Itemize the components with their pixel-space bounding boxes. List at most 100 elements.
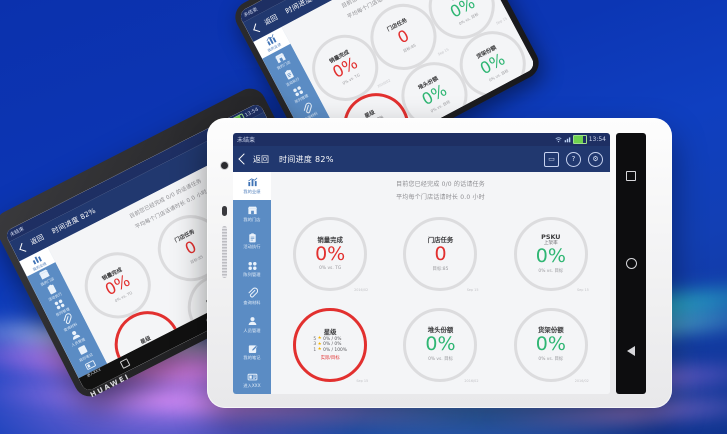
chart-icon — [29, 252, 44, 267]
sidebar-item-label: 我的门店 — [243, 216, 261, 222]
gauge-card[interactable]: 货架份额 0% 0% vs. 目标 2016/02 — [496, 300, 606, 391]
sidebar-item-my-notes[interactable]: 我的笔记 — [233, 339, 271, 367]
status-bar-right: 13:54 — [555, 135, 606, 144]
star-level: 3 — [313, 342, 317, 348]
sidebar-item-display-management[interactable]: 陈列管理 — [42, 292, 78, 322]
chart-icon — [247, 177, 258, 188]
phone-screen-left: 未结束 13:54 返回 时间进度 82% ▭ ? ⚙ — [4, 102, 341, 393]
recents-key[interactable] — [119, 358, 131, 369]
app-body: 我的业绩 我的门店 活动执行 — [233, 172, 610, 394]
sidebar-item-my-performance[interactable]: 我的业绩 — [19, 247, 56, 277]
sidebar-item-activity-execution[interactable]: 活动执行 — [35, 277, 71, 307]
gauge-value: 0% — [535, 333, 566, 356]
back-button-label[interactable]: 返回 — [253, 154, 269, 164]
sidebar-item-my-stores[interactable]: 我的门店 — [27, 262, 63, 292]
sidebar-item-label: 活动执行 — [243, 244, 261, 250]
soft-key-bar — [616, 133, 646, 394]
sidebar-item-my-stores[interactable]: 我的门店 — [233, 200, 271, 228]
settings-icon[interactable]: ⚙ — [588, 151, 603, 167]
sidebar-item-enter-xxx[interactable]: 进入XXX — [233, 366, 271, 394]
gauge-title: 货架份额 — [538, 326, 564, 335]
sidebar-item-label: 我的笔记 — [243, 355, 261, 361]
star-level: 5 — [313, 336, 317, 342]
star-icon: ★ — [317, 336, 322, 342]
gauge-ring: PSKU 上架率 0% 0% vs. 目标 Sep 15 — [513, 217, 589, 292]
gauge-date: 2016/02 — [574, 378, 589, 383]
sidebar-item-label: 我的业绩 — [243, 188, 261, 194]
sidebar-item-my-stores[interactable]: 我的门店 — [262, 44, 299, 76]
phone-device-left: HUAWEI 未结束 13:54 返回 时间进度 82% — [0, 83, 351, 402]
sidebar-item-enter-xxx[interactable]: 进入XXX — [73, 353, 109, 383]
sidebar-item-my-performance[interactable]: 我的业绩 — [253, 26, 291, 60]
sidebar-item-activity-execution[interactable]: 活动执行 — [271, 61, 308, 93]
recents-key[interactable] — [626, 171, 636, 182]
home-key[interactable] — [625, 257, 637, 269]
gauge-card[interactable]: 门店任务 0 目标:85 Sep 15 — [385, 209, 495, 300]
message-icon[interactable]: ▭ — [544, 151, 559, 167]
store-icon — [247, 205, 258, 216]
sidebar-item-display-management[interactable]: 陈列管理 — [281, 78, 318, 110]
summary-block: 目前您已经完成 0/0 的话请任务 平均每个门店话请时长 0.0 小时 — [271, 172, 610, 209]
sidebar-item-display-management[interactable]: 陈列管理 — [233, 255, 271, 283]
sidebar-item-people-management[interactable]: 人员管理 — [233, 311, 271, 339]
clipboard-icon — [247, 232, 258, 243]
sidebar: 我的业绩 我的门店 活动执行 — [233, 172, 271, 394]
star-result: 0% / 100% — [323, 347, 347, 353]
app-body: 我的业绩 我的门店 活动执行 — [19, 131, 334, 379]
gauge-footer: 0% vs. TG — [319, 266, 342, 272]
gauge-grid: 销量完成 0% 0% vs. TG 2016/02 门店任务 0 — [271, 209, 610, 394]
sidebar-item-activity-execution[interactable]: 活动执行 — [233, 228, 271, 256]
gauge-ring: 星级 5 ★ 0% / 0% 3 — [293, 307, 368, 383]
sidebar-item-query-materials[interactable]: 查询材料 — [233, 283, 271, 311]
star-result: 0% / 0% — [323, 342, 342, 348]
gauge-card[interactable]: PSKU 上架率 0% 0% vs. 目标 Sep 15 — [496, 209, 606, 300]
gauge-value: 0 — [181, 236, 200, 259]
gauge-ring: 门店任务 0 目标:85 Sep 15 — [403, 217, 479, 293]
back-arrow-icon[interactable] — [19, 242, 28, 252]
sidebar-item-label: 陈列管理 — [243, 272, 261, 278]
gauge-value: 0 — [434, 242, 447, 265]
gauge-title: PSKU — [541, 233, 561, 242]
back-button-label[interactable]: 返回 — [263, 13, 280, 27]
back-key[interactable] — [627, 345, 635, 356]
back-arrow-icon[interactable] — [253, 22, 262, 32]
sidebar-item-my-performance[interactable]: 我的业绩 — [233, 172, 271, 200]
gauge-date: 2016/02 — [464, 378, 479, 383]
note-icon — [247, 343, 258, 354]
sidebar-item-query-materials[interactable]: 查询材料 — [290, 95, 327, 127]
sidebar-item-my-notes[interactable]: 我的笔记 — [66, 338, 102, 368]
gauge-card[interactable]: 星级 5 ★ 0% / 0% 3 — [275, 300, 385, 391]
gauge-date: Sep 15 — [466, 288, 479, 293]
grid-icon — [247, 260, 258, 271]
help-icon[interactable]: ? — [566, 151, 581, 167]
star-result: 0% / 0% — [323, 336, 342, 342]
gauge-title: 门店任务 — [427, 235, 454, 244]
gauge-card[interactable]: 堆头份额 0% 0% vs. 目标 2016/02 — [385, 300, 495, 391]
gauge-footer: 0% vs. 目标 — [538, 357, 564, 363]
sidebar-item-people-management[interactable]: 人员管理 — [58, 323, 94, 353]
chart-icon — [263, 33, 278, 48]
sidebar-item-label: 查询材料 — [243, 299, 261, 305]
battery-icon — [572, 135, 587, 144]
star-rating-list: 5 ★ 0% / 0% 3 ★ 0% / 0% — [313, 337, 347, 353]
people-icon — [67, 328, 82, 343]
clipboard-icon — [281, 67, 296, 82]
wifi-icon — [555, 137, 562, 143]
back-button-label[interactable]: 返回 — [29, 233, 46, 247]
summary-line-1: 目前您已经完成 0/0 的话请任务 — [396, 181, 485, 188]
front-camera-icon — [221, 162, 228, 169]
gauge-footer: 0% vs. 目标 — [538, 269, 564, 275]
store-icon — [36, 267, 51, 282]
gauge-date: 2016/02 — [354, 288, 369, 293]
gauge-ring: 销量完成 0% 0% vs. TG 2016/02 — [293, 217, 369, 293]
gauge-value: 0% — [315, 243, 346, 266]
gauge-subtitle: 上架率 — [543, 241, 558, 247]
back-arrow-icon[interactable] — [238, 153, 250, 165]
card-icon — [83, 358, 98, 373]
sidebar-item-query-materials[interactable]: 查询材料 — [50, 308, 86, 338]
page-title: 时间进度 82% — [279, 154, 334, 164]
card-icon — [247, 371, 258, 382]
gauge-card[interactable]: 销量完成 0% 0% vs. TG 2016/02 — [275, 209, 385, 300]
star-rating-row: 1 ★ 0% / 100% — [313, 348, 347, 353]
